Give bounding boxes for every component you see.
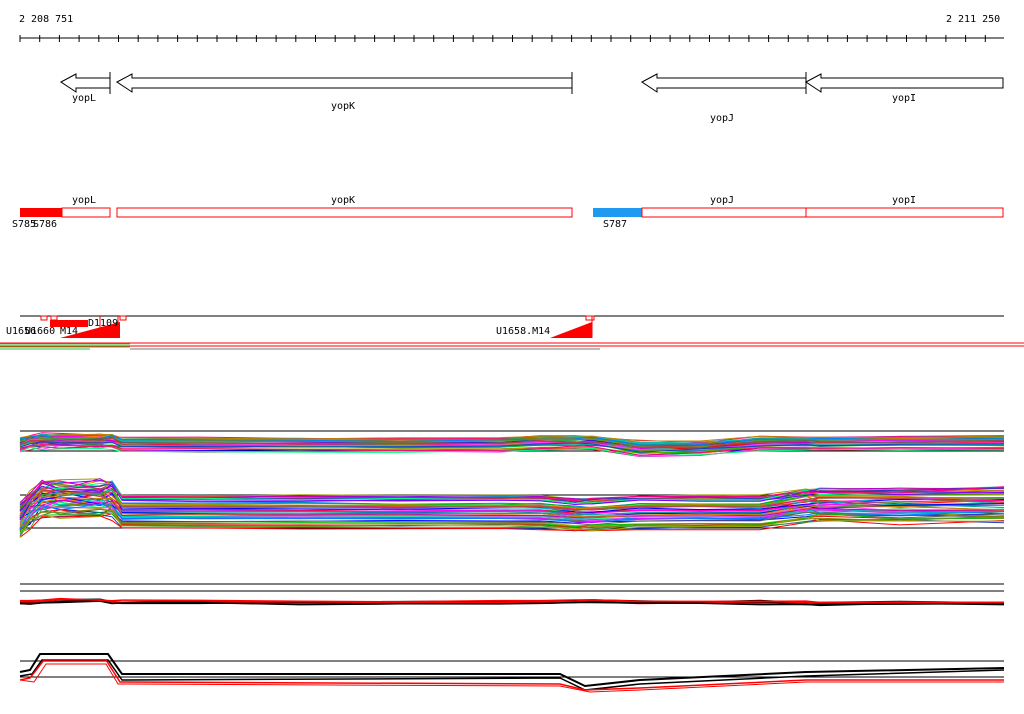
region-label-yopK: yopK	[331, 195, 356, 206]
probe-label-D1109[interactable]: D1109	[88, 318, 119, 329]
expression-panel-2	[19, 478, 1005, 538]
segment-S787-block[interactable]	[593, 208, 642, 217]
probe-block-M14[interactable]	[50, 320, 88, 327]
gene-arrow-yopJ[interactable]	[641, 73, 807, 93]
probe-label-U1660[interactable]: U1660	[25, 326, 56, 337]
probe-label-U1656[interactable]: U1656	[6, 326, 37, 337]
expression-panel-1	[19, 430, 1005, 458]
ruler-end-label: 2 211 250	[946, 14, 1001, 25]
gene-arrow-yopL[interactable]	[60, 73, 111, 93]
expression-panel-3	[19, 583, 1005, 607]
gene-label-yopI[interactable]: yopI	[892, 93, 917, 104]
gene-label-yopL[interactable]: yopL	[72, 93, 97, 104]
segment-label-S785[interactable]: S785	[12, 219, 37, 230]
position-ruler	[19, 35, 1004, 42]
gene-arrow-yopI[interactable]	[805, 73, 1004, 93]
region-label-yopL: yopL	[72, 195, 97, 206]
probe-wedge-U1658[interactable]	[550, 322, 592, 338]
region-yopK[interactable]	[116, 207, 573, 218]
probe-label-U1658-M14[interactable]: U1658.M14	[496, 326, 551, 337]
ruler-ticks	[19, 35, 986, 42]
region-label-yopJ: yopJ	[710, 195, 735, 206]
region-label-yopI: yopI	[892, 195, 917, 206]
probe-label-M14[interactable]: M14	[60, 326, 79, 337]
gene-arrow-yopK[interactable]	[116, 73, 573, 93]
expression-panel-4	[19, 653, 1005, 693]
region-track	[20, 207, 1004, 218]
segment-S785-S786-block[interactable]	[20, 208, 62, 217]
segment-label-S786[interactable]: S786	[33, 219, 58, 230]
ruler-start-label: 2 208 751	[19, 14, 74, 25]
region-yopJ[interactable]	[641, 207, 807, 218]
probe-track	[0, 315, 1024, 350]
gene-arrow-track	[60, 72, 1004, 94]
region-yopL[interactable]	[61, 207, 111, 218]
region-yopI[interactable]	[805, 207, 1004, 218]
segment-label-S787[interactable]: S787	[603, 219, 628, 230]
gene-label-yopK[interactable]: yopK	[331, 101, 356, 112]
gene-label-yopJ[interactable]: yopJ	[710, 113, 735, 124]
